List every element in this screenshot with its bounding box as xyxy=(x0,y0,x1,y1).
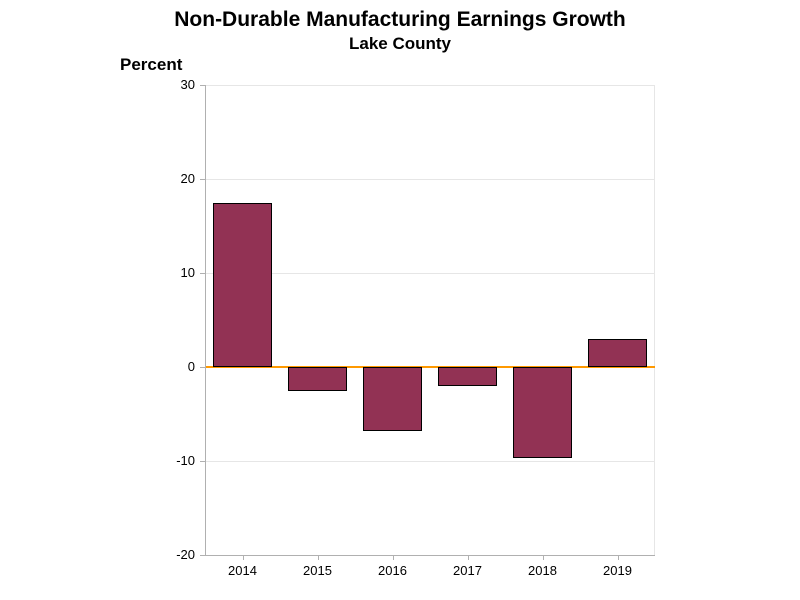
y-tick-label: 0 xyxy=(165,359,195,374)
x-tick xyxy=(543,555,544,560)
gridline xyxy=(205,273,655,274)
x-tick-label: 2018 xyxy=(528,563,557,578)
y-tick-label: 10 xyxy=(165,265,195,280)
x-tick-label: 2017 xyxy=(453,563,482,578)
gridline xyxy=(205,85,655,86)
bar xyxy=(213,203,272,368)
x-tick-label: 2014 xyxy=(228,563,257,578)
y-tick-label: -10 xyxy=(165,453,195,468)
plot-right-border xyxy=(654,85,655,555)
x-tick xyxy=(318,555,319,560)
bar xyxy=(288,367,347,391)
x-tick xyxy=(468,555,469,560)
x-tick-label: 2015 xyxy=(303,563,332,578)
x-tick xyxy=(243,555,244,560)
x-tick xyxy=(618,555,619,560)
y-tick-label: -20 xyxy=(165,547,195,562)
gridline xyxy=(205,461,655,462)
x-tick xyxy=(393,555,394,560)
gridline xyxy=(205,179,655,180)
y-tick-label: 20 xyxy=(165,171,195,186)
x-tick-label: 2016 xyxy=(378,563,407,578)
chart-title: Non-Durable Manufacturing Earnings Growt… xyxy=(174,8,626,32)
chart-subtitle: Lake County xyxy=(349,34,451,54)
bar xyxy=(513,367,572,458)
y-tick-label: 30 xyxy=(165,77,195,92)
plot-area xyxy=(205,85,655,555)
y-axis-line xyxy=(205,85,206,555)
bar xyxy=(438,367,497,386)
x-axis-line xyxy=(205,555,655,556)
y-axis-label: Percent xyxy=(120,55,182,75)
bar xyxy=(588,339,647,367)
x-tick-label: 2019 xyxy=(603,563,632,578)
bar xyxy=(363,367,422,431)
